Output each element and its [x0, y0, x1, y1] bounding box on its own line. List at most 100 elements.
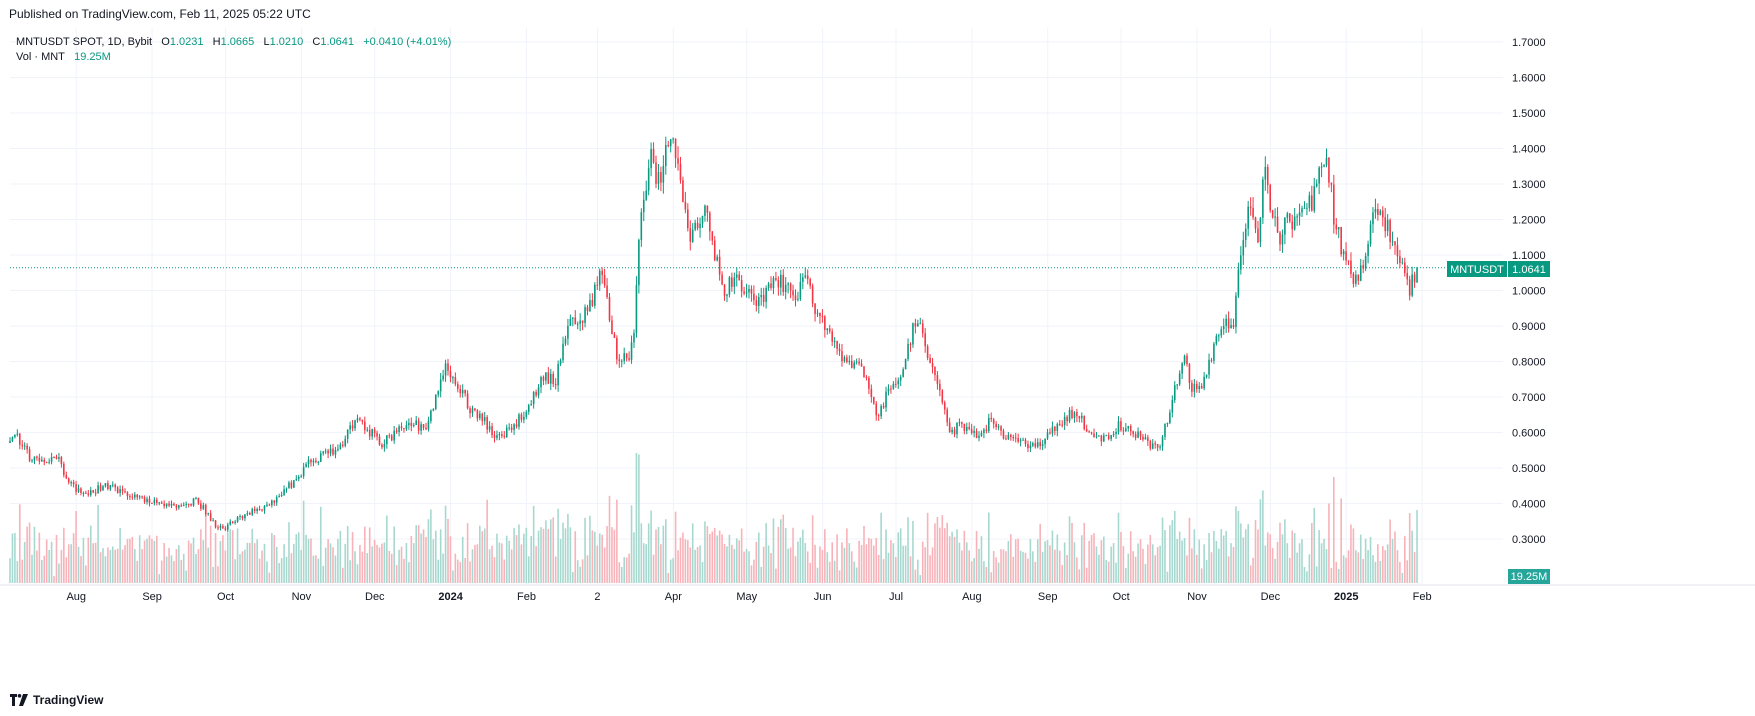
candle-body [1403, 262, 1406, 274]
volume-bar [253, 543, 256, 583]
tradingview-brand[interactable]: TradingView [33, 693, 104, 707]
candle-body [1399, 256, 1401, 263]
volume-bar [1076, 557, 1078, 583]
volume-bar [1416, 510, 1418, 583]
candle-body [833, 341, 836, 343]
volume-bar [1029, 539, 1032, 583]
candle-body [630, 342, 633, 360]
candle-body [1161, 436, 1164, 447]
volume-bar [1120, 531, 1122, 583]
candle-body [687, 209, 689, 229]
volume-bar [163, 542, 165, 583]
high-value: 1.0665 [220, 36, 255, 48]
candle-body [486, 417, 488, 430]
candle-body [505, 427, 508, 438]
candle-body [591, 300, 594, 306]
candle-body [799, 281, 802, 299]
volume-bar [234, 559, 236, 583]
candle-body [1080, 415, 1083, 419]
time-axis[interactable]: Aug Sep Oct Nov Dec 2024 Feb 2 Apr May Jun Jul Aug Se… [66, 591, 1431, 603]
candle-body [65, 475, 68, 479]
volume-bar [706, 526, 709, 583]
candle-body [545, 372, 547, 381]
candle-body [806, 275, 809, 280]
volume-bar [630, 505, 633, 583]
candle-body [917, 323, 919, 327]
volume-bar [540, 527, 542, 583]
volume-bar [689, 547, 692, 583]
volume-bar [104, 556, 107, 583]
volume-bar [271, 533, 273, 583]
volume-badge: 19.25M [1508, 569, 1550, 584]
volume-bar [701, 561, 704, 583]
volume-bar [1359, 534, 1362, 583]
candle-body [691, 229, 694, 242]
price-axis[interactable]: 1.7000 1.6000 1.5000 1.4000 1.3000 1.2000 1.10… [1512, 37, 1546, 546]
volume-bar [806, 551, 809, 583]
volume-bar [1262, 490, 1264, 583]
volume-bar [1323, 538, 1325, 583]
candle-body [371, 429, 373, 437]
volume-bar [1240, 523, 1242, 583]
candle-body [1046, 432, 1049, 439]
volume-bar [687, 540, 689, 583]
candle-body [85, 492, 87, 494]
candle-body [828, 328, 831, 332]
volume-bar [1156, 547, 1159, 583]
volume-bar [1100, 540, 1103, 583]
volume-bar [126, 539, 129, 583]
volume-bar [547, 528, 550, 583]
volume-label[interactable]: Vol · MNT [16, 51, 65, 63]
candle-body [750, 288, 753, 294]
candle-body [109, 485, 112, 490]
volume-bar [197, 549, 200, 583]
volume-bar [138, 535, 141, 583]
volume-bar [351, 532, 354, 583]
volume-bar [1154, 555, 1156, 583]
volume-bar [885, 529, 887, 583]
volume-bar [1244, 529, 1247, 583]
price-tick-label: 1.0000 [1512, 286, 1546, 298]
volume-bar [1254, 520, 1257, 583]
candle-body [278, 496, 280, 498]
candle-body [28, 449, 31, 461]
candle-body [532, 391, 535, 405]
candle-body [572, 317, 574, 319]
volume-bar [341, 567, 344, 583]
symbol-title[interactable]: MNTUSDT SPOT, 1D, Bybit [16, 36, 153, 48]
candle-body [249, 513, 251, 515]
candle-body [1303, 207, 1306, 209]
candle-body [393, 430, 395, 441]
candle-body [1315, 183, 1318, 187]
candle-body [909, 343, 912, 345]
volume-bar [214, 533, 217, 583]
candle-body [229, 521, 232, 525]
volume-bar [811, 515, 814, 583]
volume-bar [1002, 549, 1005, 583]
volume-bar [833, 560, 836, 583]
candle-body [38, 457, 41, 462]
candle-body [655, 162, 657, 184]
candle-body [1320, 166, 1323, 168]
volume-bar [1012, 556, 1015, 583]
candle-body [1125, 428, 1127, 432]
candle-body [885, 391, 887, 408]
candle-body [508, 427, 510, 429]
volume-bar [858, 540, 860, 583]
volume-bar [1191, 548, 1193, 583]
candle-body [880, 405, 882, 417]
price-chart[interactable]: 1.7000 1.6000 1.5000 1.4000 1.3000 1.2000 1.10… [0, 0, 1755, 690]
price-tick-label: 1.5000 [1512, 108, 1546, 120]
volume-bar [153, 540, 156, 583]
candle-body [410, 422, 413, 426]
volume-bar [846, 528, 848, 583]
volume-bar [1205, 559, 1208, 583]
volume-bar [368, 527, 371, 583]
candle-body [1112, 434, 1115, 436]
volume-bar [417, 525, 420, 583]
volume-bar [917, 559, 919, 583]
candle-body [200, 503, 202, 509]
candle-body [1066, 416, 1068, 422]
volume-bar [983, 561, 985, 583]
volume-bar [1107, 561, 1110, 583]
